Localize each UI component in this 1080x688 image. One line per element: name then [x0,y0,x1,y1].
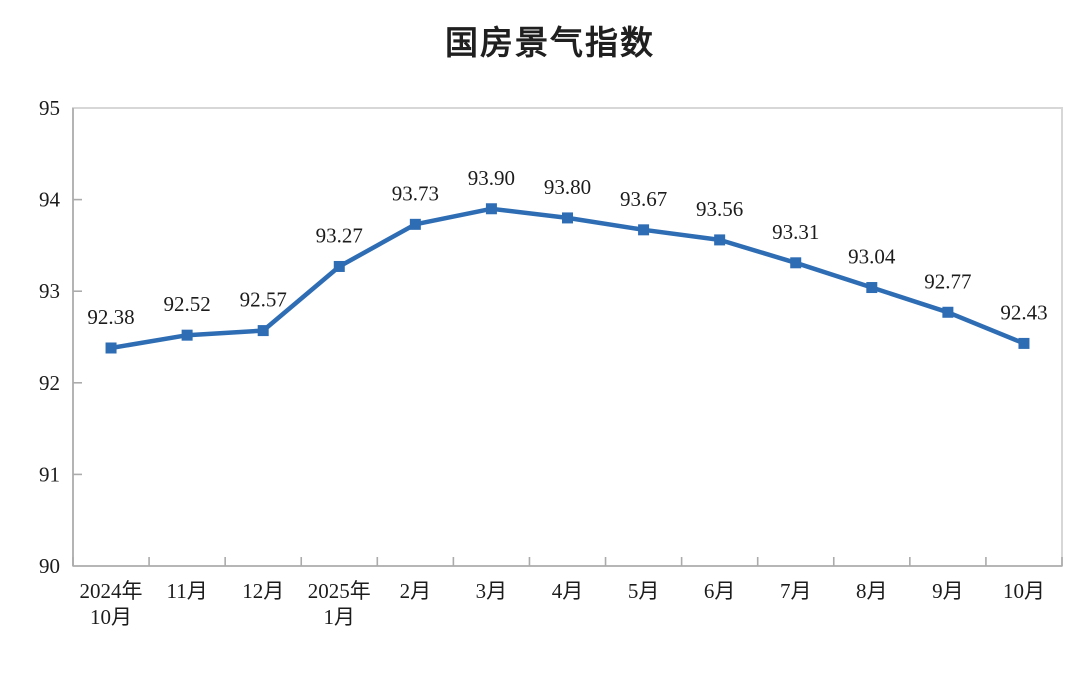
data-point-label: 92.38 [87,305,134,329]
x-axis-category-label: 11月 [166,579,207,603]
data-point-marker [181,329,193,341]
y-axis-tick-label: 91 [39,462,60,486]
data-point-marker [485,203,497,215]
data-point-label: 93.67 [620,187,667,211]
data-point-label: 93.31 [772,220,819,244]
data-point-marker [105,342,117,354]
data-point-label: 93.27 [316,223,363,247]
x-axis-category-label: 8月 [856,579,888,603]
x-axis-category-label: 2025年 1月 [308,579,371,629]
y-axis-tick-label: 95 [39,96,60,120]
data-point-marker [257,325,269,337]
chart-title: 国房景气指数 [445,24,655,61]
x-axis-category-label: 7月 [780,579,812,603]
y-axis-tick-label: 92 [39,371,60,395]
y-axis-tick-label: 93 [39,279,60,303]
data-point-label: 93.04 [848,245,896,269]
data-point-label: 93.56 [696,197,743,221]
data-point-marker [942,306,954,318]
data-point-label: 92.43 [1000,300,1047,324]
data-point-label: 92.77 [924,269,971,293]
series-line [108,206,1027,351]
data-point-marker [714,234,726,246]
data-point-marker [638,224,650,236]
x-axis-category-label: 3月 [476,579,508,603]
x-axis-category-label: 12月 [242,579,284,603]
x-axis-category-label: 9月 [932,579,964,603]
data-point-label: 92.57 [240,288,287,312]
data-point-marker [866,282,878,294]
data-point-marker [1018,337,1030,349]
y-axis-tick-label: 90 [39,554,60,578]
data-point-label: 92.52 [163,292,210,316]
data-point-label: 93.90 [468,166,515,190]
data-point-label: 93.73 [392,181,439,205]
chart-plot-area: 90 91 92 93 94 95 2024年 10月 11月 12月 2025年 1月 2月 3月 4月 5… [39,96,1063,629]
x-axis-category-label: 2月 [400,579,432,603]
x-axis-category-label: 2024年 10月 [80,579,143,629]
data-point-marker [333,260,345,272]
x-axis-category-label: 10月 [1003,579,1045,603]
data-point-label: 93.80 [544,175,591,199]
data-point-marker [562,212,573,224]
x-axis-category-label: 6月 [704,579,736,603]
x-axis-category-label: 5月 [628,579,660,603]
data-point-marker [409,218,421,230]
x-axis-category-label: 4月 [552,579,584,603]
data-point-marker [790,257,802,269]
y-axis-tick-label: 94 [39,188,61,212]
